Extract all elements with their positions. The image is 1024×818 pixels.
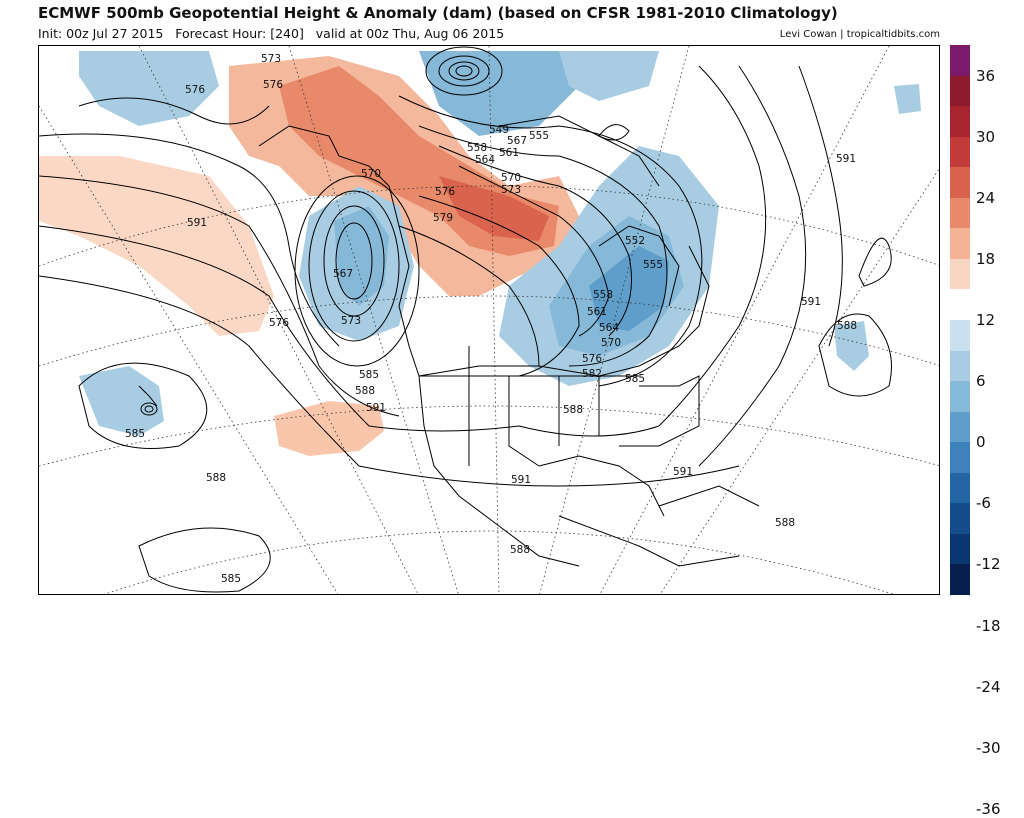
contour-label: 561 bbox=[587, 306, 607, 318]
contour-label: 588 bbox=[510, 544, 530, 556]
colorbar-tick-label: 18 bbox=[976, 249, 996, 268]
contour-label: 585 bbox=[221, 573, 241, 585]
colorbar-swatch bbox=[950, 350, 970, 382]
colorbar-swatch bbox=[950, 45, 970, 77]
contour-label: 555 bbox=[529, 130, 549, 142]
positive-anomaly-shading bbox=[39, 56, 579, 456]
contour-label: 573 bbox=[341, 315, 361, 327]
anomaly-pacific bbox=[39, 156, 274, 336]
colorbar-tick-label: -24 bbox=[976, 677, 1001, 696]
contour-label-layer: 573 576 576 570 591 567 573 576 579 549 … bbox=[125, 53, 857, 585]
contour-label: 588 bbox=[775, 517, 795, 529]
contour-label: 561 bbox=[499, 147, 519, 159]
map-panel: 573 576 576 570 591 567 573 576 579 549 … bbox=[38, 45, 940, 595]
contour-label: 570 bbox=[361, 168, 381, 180]
contour-label: 573 bbox=[501, 184, 521, 196]
colorbar-tick-label: 12 bbox=[976, 311, 996, 329]
contour-label: 582 bbox=[582, 368, 602, 380]
anomaly-gulf-alaska-core bbox=[334, 206, 389, 306]
contour-label: 549 bbox=[489, 124, 509, 136]
colorbar-swatch bbox=[950, 564, 970, 596]
contour-label: 570 bbox=[501, 172, 521, 184]
contour-label: 576 bbox=[269, 317, 289, 329]
colorbar-swatch bbox=[950, 258, 970, 290]
init-time: Init: 00z Jul 27 2015 bbox=[38, 26, 164, 41]
contour-label: 591 bbox=[366, 402, 386, 414]
colorbar-swatch bbox=[950, 136, 970, 168]
contour-label: 558 bbox=[467, 142, 487, 154]
credit: Levi Cowan | tropicaltidbits.com bbox=[779, 29, 940, 40]
contour-label: 588 bbox=[563, 404, 583, 416]
contour-label: 576 bbox=[185, 84, 205, 96]
contour-label: 588 bbox=[355, 385, 375, 397]
contour-label: 567 bbox=[507, 135, 527, 147]
contour-label: 585 bbox=[359, 369, 379, 381]
contour-label: 573 bbox=[261, 53, 281, 65]
contour-label: 585 bbox=[125, 428, 145, 440]
valid-time: valid at 00z Thu, Aug 06 2015 bbox=[315, 26, 505, 41]
anomaly-atlantic-ne bbox=[894, 84, 921, 114]
contour-label: 591 bbox=[801, 296, 821, 308]
colorbar-tick-label: 24 bbox=[976, 188, 996, 207]
colorbar-tick-label: 6 bbox=[976, 372, 986, 391]
graticule bbox=[39, 46, 939, 594]
contour-label: 564 bbox=[599, 322, 619, 334]
contour-label: 585 bbox=[625, 373, 645, 385]
forecast-hour: Forecast Hour: [240] bbox=[175, 26, 304, 41]
colorbar-tick-label: -18 bbox=[976, 616, 1001, 635]
contour-label: 588 bbox=[206, 472, 226, 484]
run-info: Init: 00z Jul 27 2015 Forecast Hour: [24… bbox=[38, 26, 504, 41]
anomaly-colorbar bbox=[950, 45, 970, 596]
map-svg: 573 576 576 570 591 567 573 576 579 549 … bbox=[39, 46, 939, 594]
negative-anomaly-shading bbox=[79, 51, 921, 436]
contour-label: 564 bbox=[475, 154, 495, 166]
contour-label: 570 bbox=[601, 337, 621, 349]
anomaly-arctic bbox=[419, 51, 579, 136]
colorbar-tick-label: -12 bbox=[976, 555, 1001, 574]
height-contours bbox=[39, 46, 892, 593]
colorbar-swatch bbox=[950, 289, 970, 321]
colorbar-tick-label: 30 bbox=[976, 127, 996, 146]
colorbar-swatch bbox=[950, 197, 970, 229]
colorbar-swatch bbox=[950, 472, 970, 504]
anomaly-canada-core bbox=[439, 176, 549, 241]
colorbar-swatch bbox=[950, 75, 970, 107]
colorbar-swatch bbox=[950, 381, 970, 413]
colorbar-swatch bbox=[950, 533, 970, 565]
contour-label: 576 bbox=[263, 79, 283, 91]
contour-label: 591 bbox=[187, 217, 207, 229]
contour-label: 591 bbox=[836, 153, 856, 165]
contour-label: 558 bbox=[593, 289, 613, 301]
colorbar-tick-label: -30 bbox=[976, 738, 1001, 757]
contour-label: 576 bbox=[582, 353, 602, 365]
anomaly-hudson-core bbox=[589, 246, 669, 331]
contour-label: 591 bbox=[673, 466, 693, 478]
anomaly-baja bbox=[274, 401, 384, 456]
colorbar-swatch bbox=[950, 503, 970, 535]
anomaly-greenland bbox=[559, 51, 659, 101]
chart-title: ECMWF 500mb Geopotential Height & Anomal… bbox=[38, 4, 838, 22]
colorbar-swatch bbox=[950, 442, 970, 474]
contour-label: 552 bbox=[625, 235, 645, 247]
contour-label: 588 bbox=[837, 320, 857, 332]
colorbar-swatch bbox=[950, 228, 970, 260]
colorbar-tick-label: 36 bbox=[976, 66, 996, 85]
colorbar-tick-label: -36 bbox=[976, 799, 1001, 818]
anomaly-hawaii bbox=[79, 366, 164, 436]
contour-label: 576 bbox=[435, 186, 455, 198]
anomaly-aleutians bbox=[79, 51, 219, 126]
contour-label: 555 bbox=[643, 259, 663, 271]
colorbar-swatch bbox=[950, 167, 970, 199]
colorbar-swatch bbox=[950, 320, 970, 352]
contour-label: 591 bbox=[511, 474, 531, 486]
contour-label: 567 bbox=[333, 268, 353, 280]
colorbar-tick-label: 0 bbox=[976, 433, 986, 452]
colorbar-swatch bbox=[950, 411, 970, 443]
colorbar-tick-label: -6 bbox=[976, 494, 991, 513]
anomaly-atlantic bbox=[834, 321, 869, 371]
colorbar-swatch bbox=[950, 106, 970, 138]
contour-label: 579 bbox=[433, 212, 453, 224]
